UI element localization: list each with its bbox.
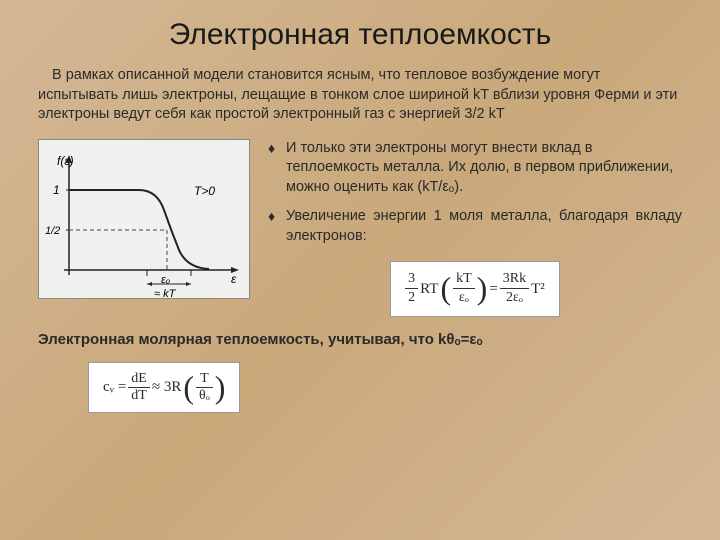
curve-label: T>0	[194, 184, 215, 198]
bullet-icon-1: ♦	[268, 139, 286, 158]
x-axis-label: ε	[231, 272, 237, 286]
intro-paragraph: В рамках описанной модели становится ясн…	[38, 66, 682, 125]
kt-annotation: ≈ kT	[154, 288, 177, 300]
bottom-statement: Электронная молярная теплоемкость, учиты…	[38, 331, 682, 348]
paragraph-2: Увеличение энергии 1 моля металла, благо…	[286, 207, 682, 246]
y-tick-half: 1/2	[45, 225, 60, 237]
fermi-chart: f(ε) 1 1/2 εₒ ≈ kT T>0 ε	[38, 139, 250, 299]
mid-row: f(ε) 1 1/2 εₒ ≈ kT T>0 ε ♦	[38, 139, 682, 318]
right-column: ♦ И только эти электроны могут внести вк…	[268, 139, 682, 318]
y-axis-label: f(ε)	[57, 154, 74, 168]
bullet-icon-2: ♦	[268, 207, 286, 226]
formula-energy: 32 RT ( kTεₒ ) = 3Rk2εₒ T²	[390, 261, 560, 318]
paragraph-1: И только эти электроны могут внести вкла…	[286, 139, 682, 198]
y-tick-1: 1	[53, 183, 60, 197]
slide-title: Электронная теплоемкость	[38, 18, 682, 52]
formula-cv: cᵥ = dEdT ≈ 3R ( Tθₒ )	[88, 362, 240, 413]
